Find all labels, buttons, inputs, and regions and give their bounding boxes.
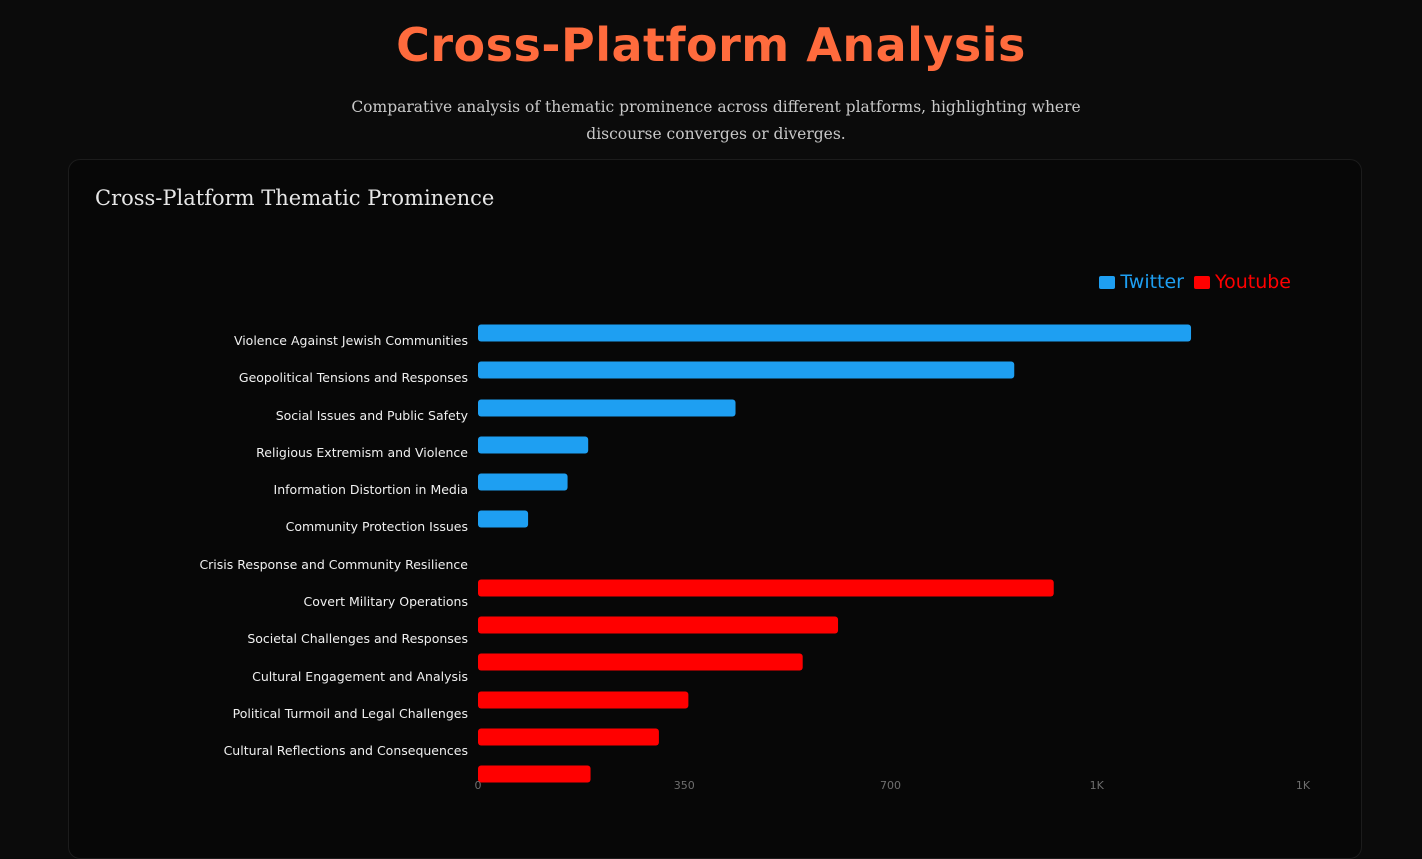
x-tick-label: 1K [1296, 779, 1311, 792]
x-tick-label: 350 [674, 779, 695, 792]
x-tick-label: 1K [1090, 779, 1105, 792]
bar-twitter-violence-against-jewish-communities[interactable] [478, 324, 1192, 342]
bar-youtube-covert-military-operations[interactable] [478, 616, 839, 634]
bar-youtube-crisis-response-and-community-resilience[interactable] [478, 579, 1054, 597]
category-label-crisis-response-and-community-resilience: Crisis Response and Community Resilience [199, 557, 468, 572]
category-label-community-protection-issues: Community Protection Issues [286, 519, 468, 534]
bar-twitter-geopolitical-tensions-and-responses[interactable] [478, 361, 1015, 379]
bar-twitter-information-distortion-in-media[interactable] [478, 473, 568, 491]
bar-youtube-cultural-engagement-and-analysis[interactable] [478, 691, 689, 709]
category-label-cultural-engagement-and-analysis: Cultural Engagement and Analysis [252, 669, 468, 684]
legend-label-twitter: Twitter [1120, 271, 1184, 293]
legend-item-youtube[interactable]: Youtube [1194, 271, 1291, 293]
category-label-covert-military-operations: Covert Military Operations [304, 594, 468, 609]
bar-twitter-community-protection-issues[interactable] [478, 510, 529, 528]
bar-youtube-political-turmoil-and-legal-challenges[interactable] [478, 728, 659, 746]
chart-card: Cross-Platform Thematic Prominence Twitt… [68, 159, 1362, 859]
category-label-religious-extremism-and-violence: Religious Extremism and Violence [256, 445, 468, 460]
category-label-social-issues-and-public-safety: Social Issues and Public Safety [276, 408, 469, 423]
page-subtitle: Comparative analysis of thematic promine… [351, 98, 1081, 143]
bar-twitter-social-issues-and-public-safety[interactable] [478, 399, 736, 417]
bar-twitter-religious-extremism-and-violence[interactable] [478, 436, 589, 454]
chart-legend: Twitter Youtube [1099, 271, 1291, 293]
x-tick-label: 700 [880, 779, 901, 792]
chart-title: Cross-Platform Thematic Prominence [95, 186, 495, 210]
category-label-information-distortion-in-media: Information Distortion in Media [274, 482, 468, 497]
category-label-violence-against-jewish-communities: Violence Against Jewish Communities [234, 333, 468, 348]
x-tick-label: 0 [475, 779, 482, 792]
page-title: Cross-Platform Analysis [396, 18, 1026, 72]
category-label-cultural-reflections-and-consequences: Cultural Reflections and Consequences [224, 743, 468, 758]
category-label-societal-challenges-and-responses: Societal Challenges and Responses [247, 631, 468, 646]
category-label-geopolitical-tensions-and-responses: Geopolitical Tensions and Responses [239, 370, 468, 385]
bar-youtube-societal-challenges-and-responses[interactable] [478, 653, 803, 671]
legend-label-youtube: Youtube [1215, 271, 1291, 293]
legend-item-twitter[interactable]: Twitter [1099, 271, 1184, 293]
legend-swatch-twitter [1099, 275, 1116, 289]
legend-swatch-youtube [1194, 275, 1210, 289]
bar-youtube-cultural-reflections-and-consequences[interactable] [478, 765, 591, 783]
category-label-political-turmoil-and-legal-challenges: Political Turmoil and Legal Challenges [233, 706, 468, 721]
